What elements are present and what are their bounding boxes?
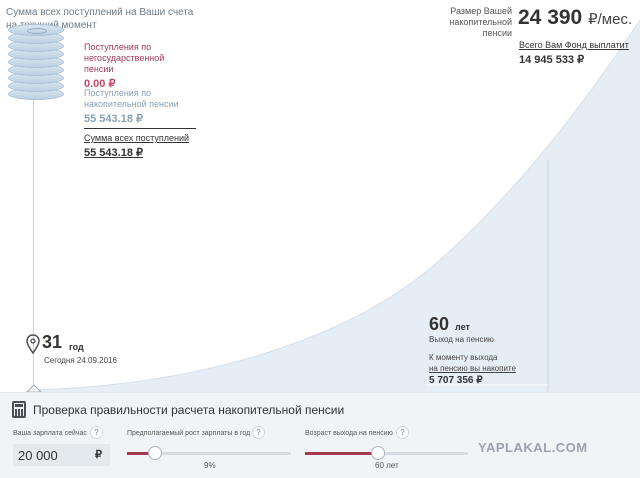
fund-total-value: 14 945 533 ₽: [519, 54, 585, 66]
monthly-pension: 24 390 ₽/мес.: [518, 6, 632, 30]
total-label[interactable]: Сумма всех поступлений: [84, 133, 190, 143]
growth-slider-fill: [127, 452, 155, 455]
funded-contributions: Поступления по накопительной пенсии 55 5…: [84, 88, 184, 125]
savings-area: [34, 20, 640, 392]
coin-stack-icon: [8, 24, 64, 100]
stat-divider: [84, 128, 196, 129]
growth-label: Предполагаемый рост зарплаты в год: [127, 430, 251, 437]
today-date: Сегодня 24.09.2016: [44, 356, 117, 365]
savings-curve-line: [33, 19, 640, 391]
growth-slider-track[interactable]: [127, 452, 291, 455]
timeline-line: [33, 100, 34, 385]
salary-label: Ваша зарплата сейчас: [13, 430, 87, 437]
calculator-title: Проверка правильности расчета накопитель…: [33, 403, 345, 417]
retirement-caption: Выход на пенсию: [429, 335, 494, 344]
salary-input[interactable]: [13, 444, 110, 466]
retirement-savings-label[interactable]: К моменту выхода на пенсию вы накопите: [429, 352, 516, 374]
location-pin-icon: [26, 334, 40, 354]
funded-label: Поступления по накопительной пенсии: [84, 88, 179, 109]
salary-currency: ₽: [95, 449, 102, 461]
retire-age-value: 60 лет: [375, 461, 399, 470]
total-contributions[interactable]: Сумма всех поступлений 55 543.18 ₽: [84, 133, 189, 159]
npf-label: Поступления по негосударственной пенсии: [84, 42, 165, 74]
current-age-unit: год: [69, 342, 84, 352]
retire-age-slider-thumb[interactable]: [371, 446, 385, 460]
retire-age-label: Возраст выхода на пенсию: [305, 430, 393, 437]
monthly-pension-unit: ₽/мес.: [588, 11, 633, 28]
funded-value: 55 543.18 ₽: [84, 113, 143, 125]
retirement-savings-label-line2[interactable]: на пенсию вы накопите: [429, 364, 516, 373]
retire-age-help-icon[interactable]: ?: [396, 426, 409, 439]
retire-age-slider-fill: [305, 452, 378, 455]
current-age: 31: [42, 332, 63, 352]
growth-slider-thumb[interactable]: [148, 446, 162, 460]
watermark-text: YAPLAKAL.COM: [478, 440, 588, 455]
total-value: 55 543.18 ₽: [84, 147, 143, 159]
retirement-age-unit: лет: [455, 322, 470, 332]
retirement-savings-value: 5 707 356 ₽: [429, 375, 483, 386]
fund-total-label[interactable]: Всего Вам Фонд выплатит: [519, 40, 629, 50]
growth-value: 9%: [204, 461, 216, 470]
retirement-age: 60: [429, 314, 450, 334]
current-age-triangle: [25, 384, 43, 393]
calculator-panel: Проверка правильности расчета накопитель…: [0, 392, 640, 478]
growth-help-icon[interactable]: ?: [252, 426, 265, 439]
pension-caption: Размер Вашей накопительной пенсии: [449, 6, 512, 38]
retirement-savings-label-line1: К моменту выхода: [429, 353, 498, 362]
npf-contributions: Поступления по негосударственной пенсии …: [84, 42, 194, 90]
npf-value: 0.00 ₽: [84, 78, 116, 90]
monthly-pension-amount: 24 390: [518, 6, 583, 29]
salary-help-icon[interactable]: ?: [90, 426, 103, 439]
calculator-icon: [12, 401, 26, 418]
retire-age-slider-track[interactable]: [305, 452, 468, 455]
